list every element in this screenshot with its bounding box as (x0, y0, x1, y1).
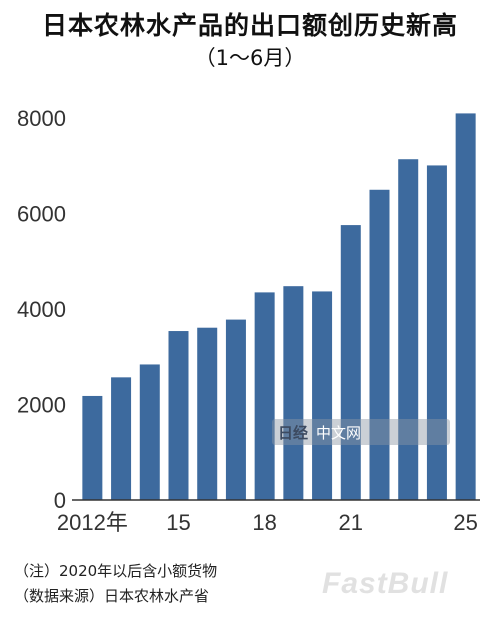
nikkei-watermark: 日经 中文网 (272, 419, 450, 445)
bar-2013 (111, 377, 132, 500)
bar-2012 (82, 395, 103, 500)
y-tick-label: 8000 (17, 106, 66, 131)
bar-2022 (369, 189, 390, 501)
bar-2015 (168, 331, 189, 500)
source-note: （数据来源）日本农林水产省 (14, 587, 210, 605)
bar-2024 (426, 165, 447, 500)
fastbull-watermark: FastBull (322, 567, 449, 600)
y-tick-label: 6000 (17, 202, 66, 227)
nikkei-site-label: 中文网 (316, 423, 362, 442)
y-axis-ticks: 0 2000 4000 6000 8000 (17, 106, 66, 513)
bar-2023 (398, 159, 419, 500)
x-tick-label: 25 (453, 510, 477, 535)
chart-title: 日本农林水产品的出口额创历史新高 (41, 11, 458, 40)
bar-2016 (197, 327, 218, 500)
y-tick-label: 4000 (17, 297, 66, 322)
bar-series (82, 113, 476, 501)
nikkei-logo: 日经 (278, 423, 309, 442)
x-tick-label: 18 (252, 510, 276, 535)
bar-2021 (340, 225, 361, 500)
footnote: （注）2020年以后含小额货物 (14, 562, 218, 580)
bar-2019 (283, 286, 304, 500)
x-tick-label: 15 (166, 510, 190, 535)
bar-2014 (139, 364, 160, 500)
bar-2020 (312, 291, 333, 500)
y-tick-label: 2000 (17, 393, 66, 418)
y-tick-label: 0 (54, 488, 66, 513)
chart-subtitle: （1～6月） (194, 46, 306, 70)
bar-2025 (455, 113, 476, 500)
x-axis-ticks: 2012年 15 18 21 25 (57, 510, 478, 535)
x-tick-label: 2012年 (57, 510, 128, 535)
bar-2018 (254, 292, 275, 500)
bar-2017 (225, 319, 246, 500)
x-tick-label: 21 (339, 510, 363, 535)
